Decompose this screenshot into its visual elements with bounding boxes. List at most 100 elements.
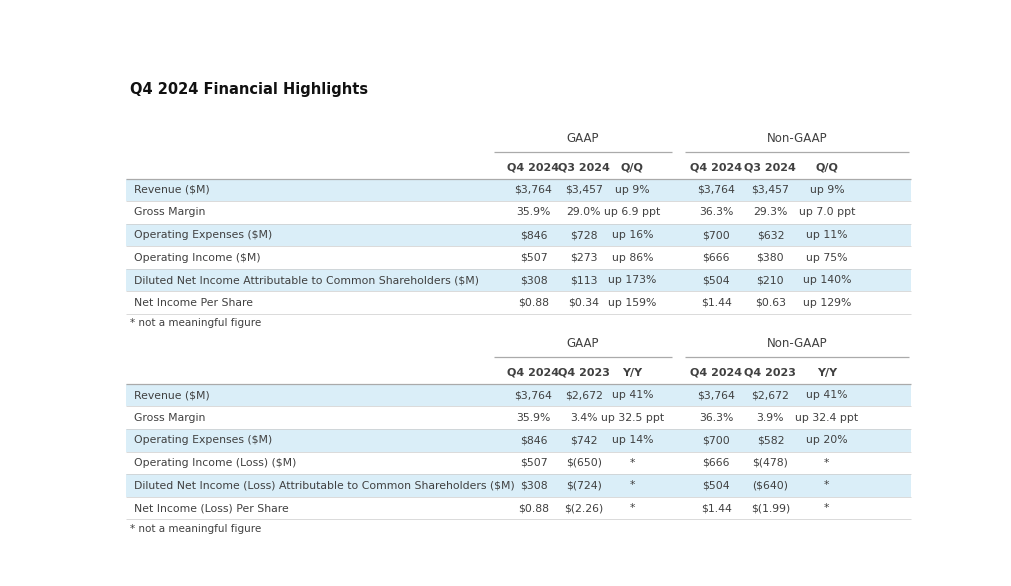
Text: Q4 2024: Q4 2024 bbox=[690, 367, 742, 377]
Text: up 173%: up 173% bbox=[608, 275, 656, 285]
Text: $308: $308 bbox=[520, 481, 547, 490]
Text: $3,764: $3,764 bbox=[515, 185, 552, 195]
Text: 35.9%: 35.9% bbox=[516, 413, 550, 423]
Text: $3,764: $3,764 bbox=[697, 185, 735, 195]
Text: 29.0%: 29.0% bbox=[566, 207, 601, 217]
Text: $504: $504 bbox=[702, 275, 729, 285]
Text: up 7.0 ppt: up 7.0 ppt bbox=[798, 207, 854, 217]
Text: $273: $273 bbox=[569, 253, 596, 263]
Text: Revenue ($M): Revenue ($M) bbox=[134, 185, 210, 195]
Text: $666: $666 bbox=[702, 458, 729, 468]
Text: $210: $210 bbox=[756, 275, 784, 285]
Text: $507: $507 bbox=[520, 458, 547, 468]
Text: Y/Y: Y/Y bbox=[816, 367, 836, 377]
Bar bbox=[126, 269, 910, 291]
Text: 36.3%: 36.3% bbox=[699, 207, 733, 217]
Text: $380: $380 bbox=[756, 253, 784, 263]
Text: up 32.5 ppt: up 32.5 ppt bbox=[601, 413, 663, 423]
Text: up 9%: up 9% bbox=[615, 185, 649, 195]
Text: Q4 2023: Q4 2023 bbox=[557, 367, 609, 377]
Text: GAAP: GAAP bbox=[566, 337, 599, 350]
Text: *: * bbox=[823, 458, 829, 468]
Text: Gross Margin: Gross Margin bbox=[134, 207, 205, 217]
Text: $700: $700 bbox=[702, 435, 730, 445]
Text: Q4 2024 Financial Highlights: Q4 2024 Financial Highlights bbox=[130, 81, 368, 97]
Text: Diluted Net Income (Loss) Attributable to Common Shareholders ($M): Diluted Net Income (Loss) Attributable t… bbox=[134, 481, 515, 490]
Text: up 41%: up 41% bbox=[806, 390, 847, 400]
Text: Q/Q: Q/Q bbox=[815, 162, 837, 172]
Text: Y/Y: Y/Y bbox=[622, 367, 642, 377]
Text: $113: $113 bbox=[569, 275, 596, 285]
Bar bbox=[126, 474, 910, 497]
Text: Net Income Per Share: Net Income Per Share bbox=[134, 298, 253, 308]
Text: Net Income (Loss) Per Share: Net Income (Loss) Per Share bbox=[134, 503, 289, 513]
Text: 3.9%: 3.9% bbox=[756, 413, 784, 423]
Text: $0.34: $0.34 bbox=[568, 298, 599, 308]
Text: $3,764: $3,764 bbox=[515, 390, 552, 400]
Text: Q3 2024: Q3 2024 bbox=[557, 162, 609, 172]
Text: Gross Margin: Gross Margin bbox=[134, 413, 205, 423]
Bar bbox=[126, 384, 910, 407]
Text: 36.3%: 36.3% bbox=[699, 413, 733, 423]
Text: up 75%: up 75% bbox=[806, 253, 847, 263]
Text: * not a meaningful figure: * not a meaningful figure bbox=[130, 524, 262, 534]
Text: up 140%: up 140% bbox=[802, 275, 850, 285]
Text: Q4 2023: Q4 2023 bbox=[744, 367, 796, 377]
Text: $(1.99): $(1.99) bbox=[750, 503, 790, 513]
Text: up 6.9 ppt: up 6.9 ppt bbox=[604, 207, 660, 217]
Text: $507: $507 bbox=[520, 253, 547, 263]
Text: up 129%: up 129% bbox=[802, 298, 850, 308]
Text: $308: $308 bbox=[520, 275, 547, 285]
Text: $3,457: $3,457 bbox=[564, 185, 603, 195]
Text: up 32.4 ppt: up 32.4 ppt bbox=[795, 413, 857, 423]
Text: *: * bbox=[823, 503, 829, 513]
Text: $0.63: $0.63 bbox=[754, 298, 786, 308]
Text: $3,764: $3,764 bbox=[697, 390, 735, 400]
Text: up 14%: up 14% bbox=[611, 435, 652, 445]
Text: up 16%: up 16% bbox=[611, 230, 652, 240]
Text: $504: $504 bbox=[702, 481, 729, 490]
Text: $(478): $(478) bbox=[752, 458, 788, 468]
Text: $1.44: $1.44 bbox=[701, 503, 731, 513]
Text: * not a meaningful figure: * not a meaningful figure bbox=[130, 319, 262, 329]
Text: Q/Q: Q/Q bbox=[621, 162, 643, 172]
Text: Operating Expenses ($M): Operating Expenses ($M) bbox=[134, 435, 272, 445]
Text: Non-GAAP: Non-GAAP bbox=[766, 131, 827, 145]
Text: up 86%: up 86% bbox=[611, 253, 652, 263]
Text: $(724): $(724) bbox=[565, 481, 602, 490]
Text: $846: $846 bbox=[520, 230, 547, 240]
Text: 35.9%: 35.9% bbox=[516, 207, 550, 217]
Bar bbox=[126, 429, 910, 452]
Text: ($640): ($640) bbox=[751, 481, 788, 490]
Text: $582: $582 bbox=[756, 435, 784, 445]
Text: $1.44: $1.44 bbox=[701, 298, 731, 308]
Text: GAAP: GAAP bbox=[566, 131, 599, 145]
Text: $2,672: $2,672 bbox=[564, 390, 603, 400]
Text: $0.88: $0.88 bbox=[518, 503, 549, 513]
Bar bbox=[126, 224, 910, 246]
Text: Q3 2024: Q3 2024 bbox=[744, 162, 796, 172]
Text: up 20%: up 20% bbox=[806, 435, 847, 445]
Text: $0.88: $0.88 bbox=[518, 298, 549, 308]
Text: *: * bbox=[629, 481, 635, 490]
Text: $666: $666 bbox=[702, 253, 729, 263]
Text: Operating Income ($M): Operating Income ($M) bbox=[134, 253, 261, 263]
Text: $728: $728 bbox=[569, 230, 596, 240]
Bar bbox=[126, 179, 910, 201]
Text: $700: $700 bbox=[702, 230, 730, 240]
Text: $3,457: $3,457 bbox=[751, 185, 789, 195]
Text: 29.3%: 29.3% bbox=[752, 207, 787, 217]
Text: Q4 2024: Q4 2024 bbox=[507, 162, 559, 172]
Text: up 159%: up 159% bbox=[608, 298, 656, 308]
Text: $2,672: $2,672 bbox=[751, 390, 789, 400]
Text: $(2.26): $(2.26) bbox=[563, 503, 603, 513]
Text: Operating Expenses ($M): Operating Expenses ($M) bbox=[134, 230, 272, 240]
Text: $846: $846 bbox=[520, 435, 547, 445]
Text: Diluted Net Income Attributable to Common Shareholders ($M): Diluted Net Income Attributable to Commo… bbox=[134, 275, 479, 285]
Text: $742: $742 bbox=[569, 435, 596, 445]
Text: Q4 2024: Q4 2024 bbox=[507, 367, 559, 377]
Text: $632: $632 bbox=[756, 230, 784, 240]
Text: Q4 2024: Q4 2024 bbox=[690, 162, 742, 172]
Text: Operating Income (Loss) ($M): Operating Income (Loss) ($M) bbox=[134, 458, 296, 468]
Text: $(650): $(650) bbox=[565, 458, 602, 468]
